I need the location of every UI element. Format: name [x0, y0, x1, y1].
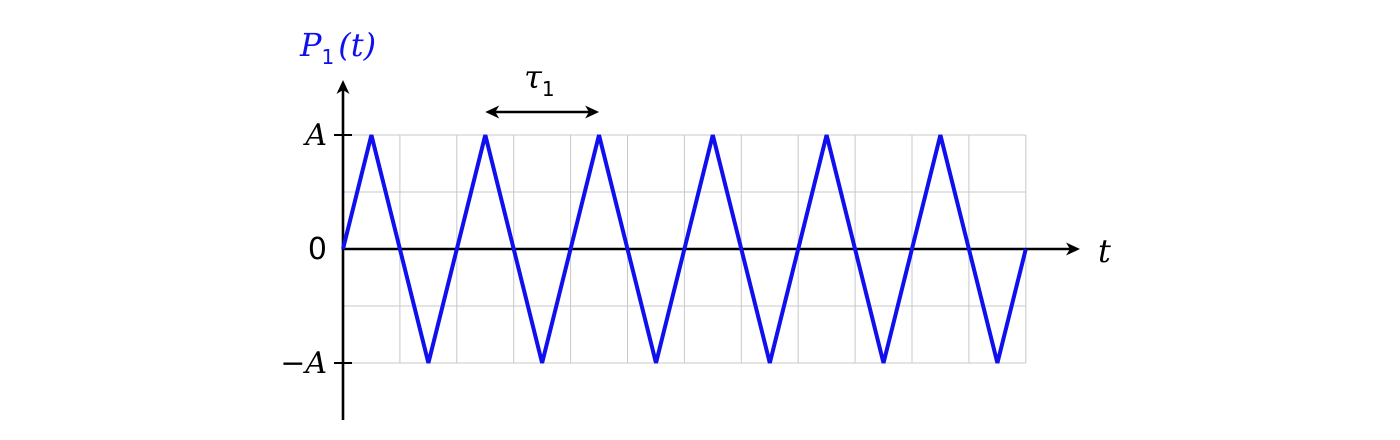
y-tick-label: −A [280, 346, 327, 381]
y-tick-label: A [302, 118, 327, 153]
period-label: τ1 [524, 58, 554, 101]
period-arrowhead-left [485, 105, 500, 119]
y-axis-arrowhead [336, 80, 350, 94]
y-tick-label: 0 [308, 232, 327, 267]
y-ticks: A 0 −A [280, 118, 352, 381]
y-axis-label: P1 (t) [299, 26, 376, 69]
x-axis-label: t [1098, 232, 1111, 270]
series-line [341, 134, 1028, 364]
axes [336, 80, 1080, 420]
x-axis-arrowhead [1066, 242, 1080, 256]
period-marker [485, 105, 600, 119]
period-arrowhead-right [585, 105, 600, 119]
